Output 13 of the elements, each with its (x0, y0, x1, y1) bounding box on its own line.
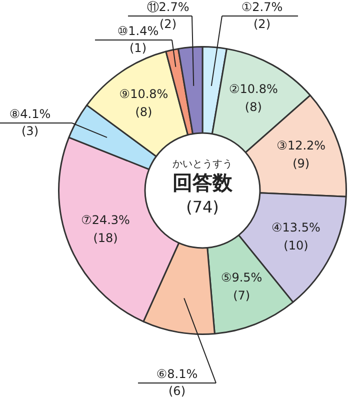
slice-label: ⑨10.8% (8) (119, 87, 168, 120)
text: かいとうすう (172, 159, 232, 170)
text: 回答数 (172, 170, 234, 195)
slice-label: ⑩1.4% (1) (117, 24, 159, 56)
slice-label: ⑥8.1% (6) (156, 367, 198, 398)
slice-label: ⑦24.3% (18) (81, 212, 130, 245)
slice-label: ②10.8% (8) (228, 82, 278, 114)
text: (74) (186, 198, 219, 217)
slice-label: ①2.7% (2) (241, 0, 283, 32)
slice-label: ④13.5% (10) (272, 220, 320, 253)
slice-label: ③12.2% (9) (276, 138, 326, 171)
slice-label: ⑤9.5% (7) (220, 270, 262, 303)
slice-label: ⑧4.1% (3) (9, 107, 51, 138)
